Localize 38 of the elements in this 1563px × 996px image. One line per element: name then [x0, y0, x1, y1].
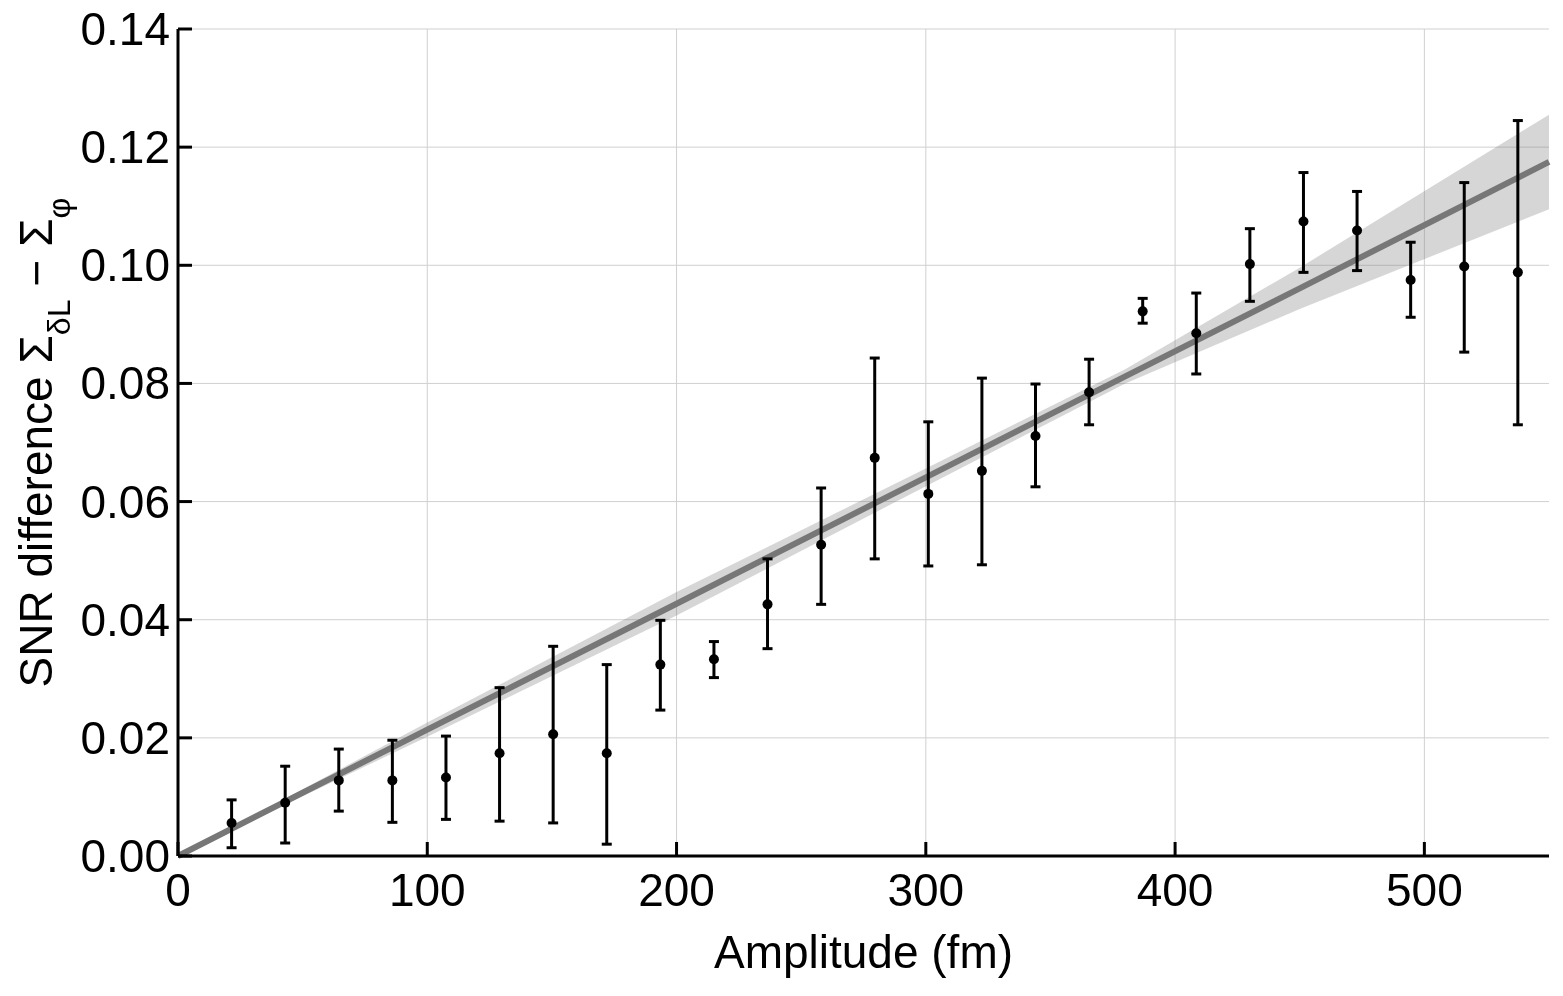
- point: [976, 465, 987, 476]
- y-tick-label: 0.02: [80, 711, 170, 764]
- point: [1512, 267, 1523, 278]
- x-tick-label: 500: [1385, 864, 1463, 916]
- y-tick-label: 0.10: [80, 239, 170, 292]
- point: [869, 452, 880, 463]
- point: [1352, 225, 1363, 236]
- point: [333, 775, 344, 786]
- point: [494, 748, 505, 759]
- y-tick-label: 0.06: [80, 475, 170, 528]
- y-tick-label: 0.12: [80, 121, 170, 174]
- point: [1298, 216, 1309, 227]
- point: [387, 775, 398, 786]
- point: [1030, 431, 1041, 441]
- x-axis-title: Amplitude (fm): [713, 926, 1014, 978]
- point: [1405, 275, 1416, 286]
- point: [816, 539, 827, 550]
- x-tick-label: 200: [638, 864, 715, 916]
- point: [923, 488, 934, 499]
- point: [440, 772, 451, 783]
- point: [601, 748, 612, 759]
- point: [1191, 328, 1202, 339]
- point: [1459, 261, 1470, 272]
- x-tick-label: 400: [1136, 864, 1214, 916]
- point: [1244, 259, 1255, 270]
- point: [548, 729, 559, 740]
- y-tick-label: 0.08: [80, 357, 170, 410]
- point: [708, 654, 719, 665]
- y-tick-label: 0.04: [80, 593, 170, 646]
- y-tick-label: 0.14: [80, 3, 170, 55]
- x-tick-label: 300: [887, 864, 965, 916]
- point: [280, 797, 291, 808]
- point: [655, 659, 666, 670]
- point: [1137, 306, 1148, 317]
- point: [226, 817, 237, 828]
- point: [1084, 387, 1095, 398]
- point: [762, 599, 773, 610]
- x-tick-label: 100: [388, 864, 466, 916]
